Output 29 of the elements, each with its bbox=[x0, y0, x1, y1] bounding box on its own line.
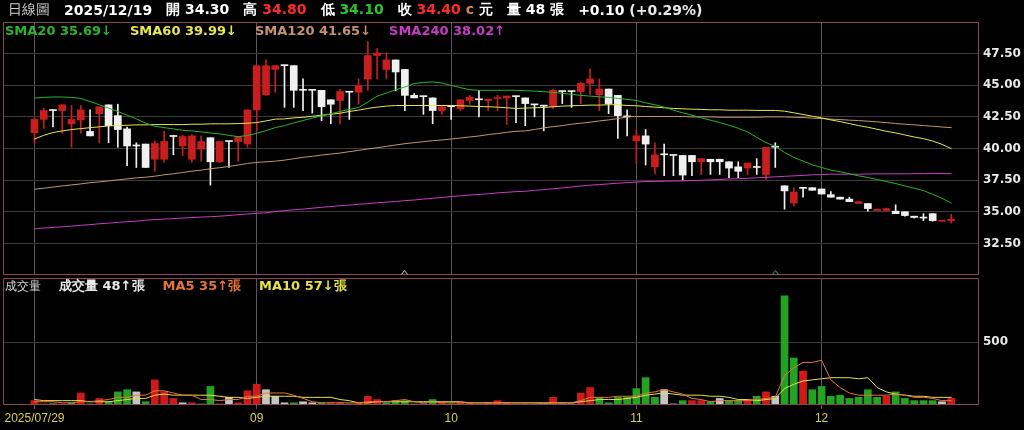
text: 收 34.40 c 元 bbox=[397, 1, 493, 17]
x-tick-label: 12 bbox=[814, 410, 829, 425]
x-tick-label: 09 bbox=[250, 410, 264, 425]
y-tick-label: 47.50 bbox=[983, 45, 1021, 60]
text: SMA240 38.02↑ bbox=[389, 23, 506, 39]
text: SMA60 39.99↓ bbox=[130, 23, 237, 39]
text: SMA120 41.65↓ bbox=[255, 23, 372, 39]
text: MA10 57↓張 bbox=[259, 278, 347, 294]
text: 量 48 張 bbox=[506, 1, 565, 17]
y-tick-label: 40.00 bbox=[983, 140, 1021, 155]
text: 高 34.80 bbox=[243, 1, 307, 17]
y-tick-label: 42.50 bbox=[983, 109, 1021, 123]
text: 成交量 48↑張 bbox=[59, 278, 145, 294]
text: +0.10 (+0.29%) bbox=[578, 2, 703, 18]
chart-title: 成交量 bbox=[5, 278, 41, 294]
y-tick-label: 35.00 bbox=[983, 203, 1021, 218]
text: 低 34.10 bbox=[320, 1, 384, 17]
text: MA5 35↑張 bbox=[162, 278, 242, 294]
text: SMA20 35.69↓ bbox=[5, 23, 112, 39]
text: 500 bbox=[983, 333, 1009, 348]
x-tick-label: 10 bbox=[444, 410, 459, 425]
x-tick-label: 11 bbox=[630, 410, 643, 425]
text: 開 34.30 bbox=[166, 1, 230, 17]
text: 2025/12/19 bbox=[64, 2, 153, 18]
y-tick-label: 45.00 bbox=[983, 77, 1021, 92]
x-tick-label: 2025/07/29 bbox=[4, 410, 65, 425]
chart-title: 日線圖 bbox=[8, 1, 50, 19]
y-tick-label: 37.50 bbox=[983, 172, 1021, 187]
y-tick-label: 32.50 bbox=[983, 235, 1021, 250]
